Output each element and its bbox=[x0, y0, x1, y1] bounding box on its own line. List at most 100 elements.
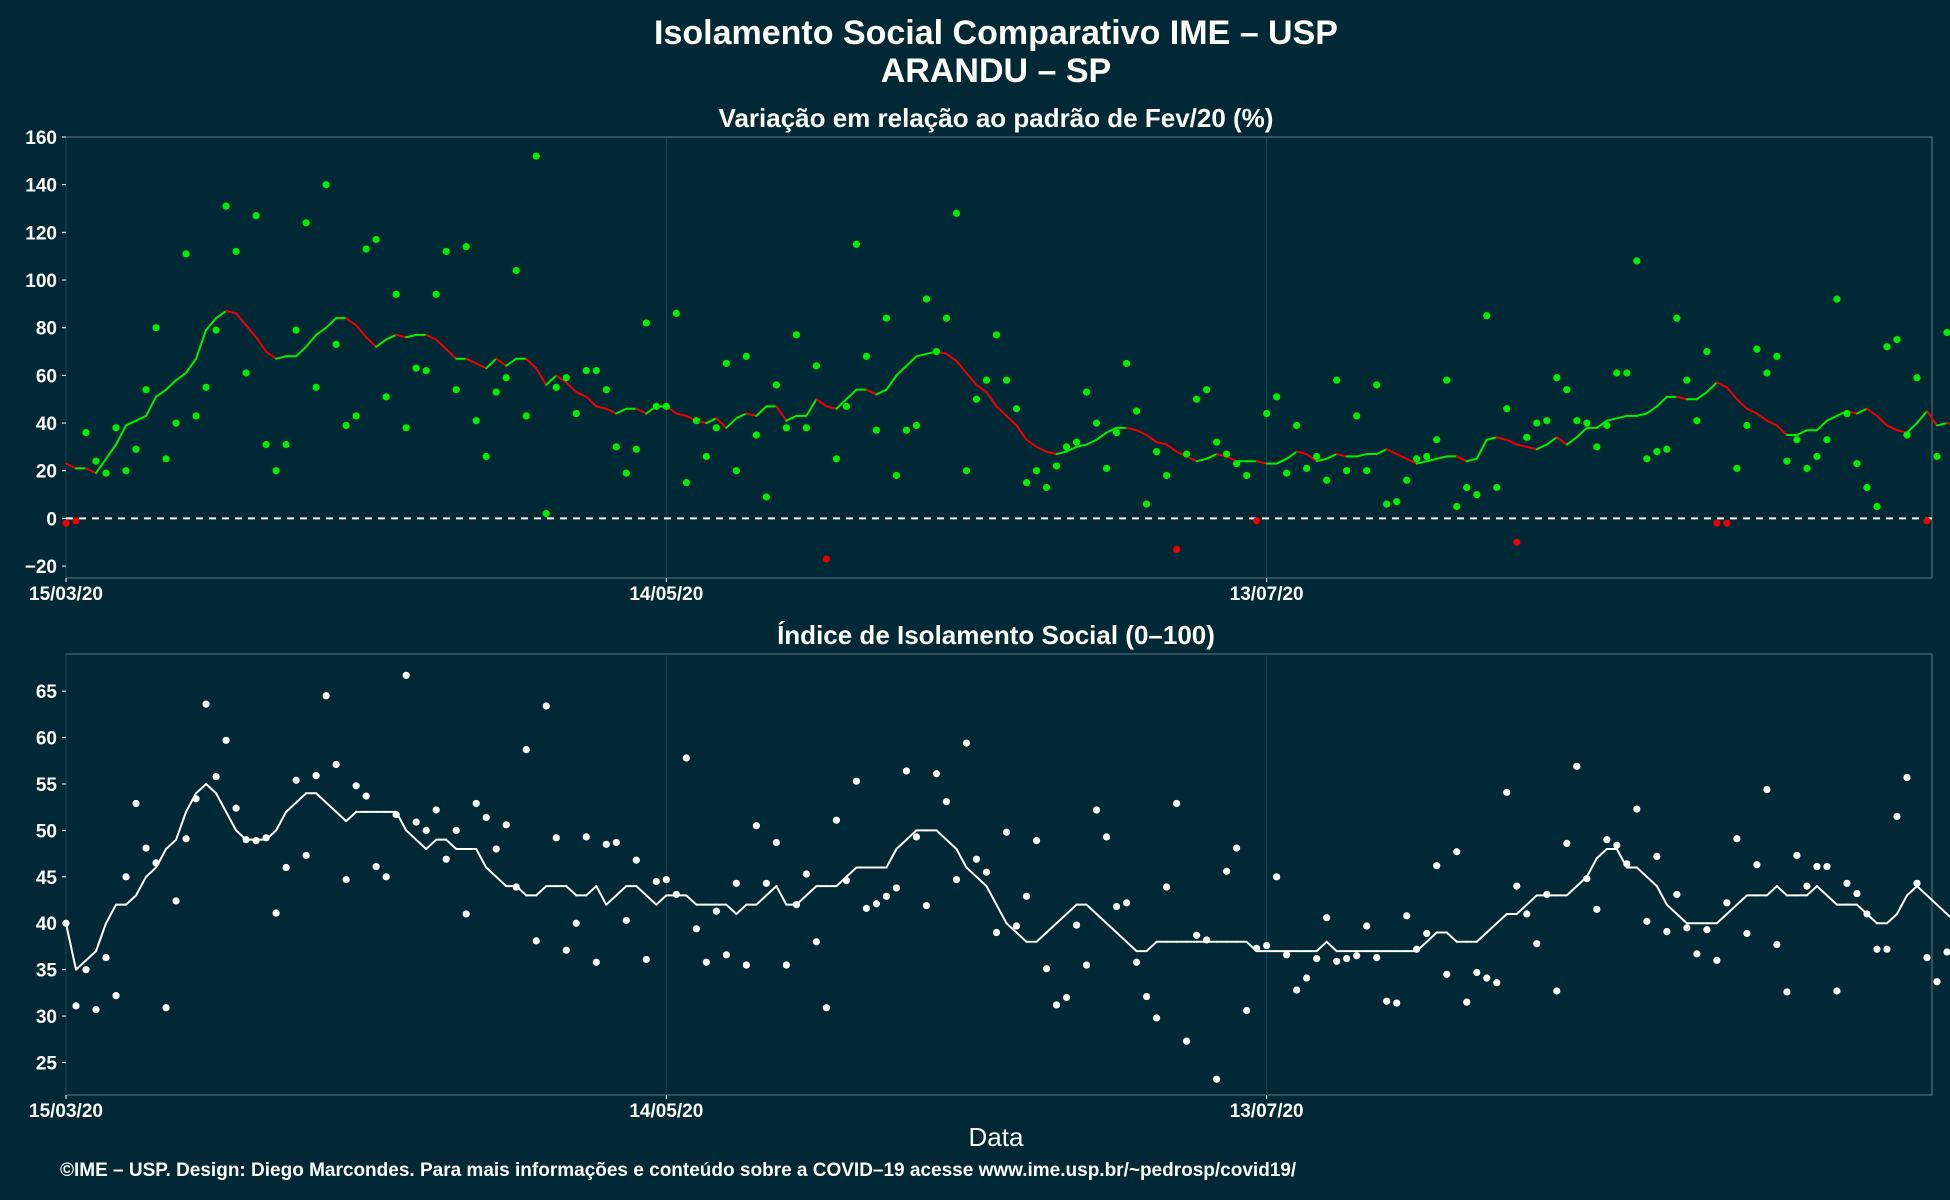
variation-daily-point bbox=[1152, 448, 1161, 456]
index-daily-point bbox=[772, 838, 780, 847]
index-daily-point bbox=[1213, 1075, 1221, 1083]
index-average-segment bbox=[985, 885, 998, 906]
variation-daily-point bbox=[1533, 419, 1541, 427]
index-average-line bbox=[65, 782, 1950, 971]
index-daily-point bbox=[542, 702, 550, 710]
variation-daily-point bbox=[72, 517, 80, 525]
variation-y-tick-label: 20 bbox=[36, 462, 57, 483]
index-daily-points bbox=[62, 671, 1950, 1083]
variation-daily-point bbox=[1523, 433, 1531, 441]
index-average-segment bbox=[1635, 866, 1648, 878]
index-daily-point bbox=[1753, 861, 1761, 869]
index-daily-point bbox=[692, 925, 700, 933]
index-average-segment bbox=[1765, 885, 1778, 897]
variation-average-segment bbox=[135, 414, 148, 422]
variation-daily-point bbox=[1783, 457, 1791, 465]
index-daily-point bbox=[1663, 927, 1671, 936]
variation-daily-point bbox=[1132, 407, 1141, 415]
index-daily-point bbox=[1203, 936, 1211, 944]
index-daily-point bbox=[1383, 997, 1391, 1005]
index-daily-point bbox=[1112, 902, 1121, 911]
variation-daily-point bbox=[1563, 386, 1571, 394]
index-average-segment bbox=[1005, 922, 1018, 934]
index-daily-point bbox=[662, 876, 670, 884]
variation-daily-point bbox=[732, 467, 740, 475]
index-average-segment bbox=[1915, 885, 1928, 897]
index-daily-point bbox=[1092, 806, 1101, 814]
variation-daily-point bbox=[452, 386, 460, 394]
index-daily-point bbox=[162, 1004, 170, 1012]
variation-daily-point bbox=[932, 347, 941, 356]
index-daily-point bbox=[442, 855, 450, 863]
variation-daily-point bbox=[202, 383, 210, 391]
index-daily-point bbox=[1323, 914, 1331, 922]
index-daily-point bbox=[402, 671, 410, 679]
index-daily-point bbox=[1353, 952, 1361, 960]
variation-average-segment bbox=[1545, 436, 1558, 446]
index-daily-point bbox=[1162, 883, 1171, 891]
index-average-segment bbox=[1675, 912, 1688, 925]
variation-daily-point bbox=[1803, 464, 1811, 472]
variation-y-tick-label: 80 bbox=[36, 319, 57, 340]
index-average-segment bbox=[955, 847, 968, 869]
variation-average-segment bbox=[1555, 436, 1568, 446]
footer-caption: ©IME – USP. Design: Diego Marcondes. Par… bbox=[60, 1160, 1297, 1181]
panel2-title: Índice de Isolamento Social (0–100) bbox=[777, 620, 1215, 650]
index-daily-point bbox=[1513, 882, 1521, 890]
variation-daily-point bbox=[442, 247, 450, 256]
variation-average-segment bbox=[1755, 412, 1768, 422]
variation-average-segment bbox=[305, 333, 318, 348]
variation-average-segment bbox=[445, 348, 458, 360]
variation-daily-point bbox=[472, 417, 480, 425]
variation-daily-point bbox=[92, 457, 100, 465]
index-average-segment bbox=[275, 810, 288, 832]
variation-daily-point bbox=[1022, 479, 1031, 487]
variation-daily-point bbox=[672, 309, 680, 317]
variation-average-segment bbox=[1565, 436, 1578, 446]
index-average-segment bbox=[605, 894, 618, 906]
index-daily-point bbox=[272, 909, 280, 917]
variation-average-segment bbox=[245, 324, 258, 339]
variation-average-segment bbox=[1105, 426, 1118, 434]
variation-daily-point bbox=[272, 467, 280, 475]
variation-average-segment bbox=[1385, 448, 1398, 456]
index-daily-point bbox=[812, 938, 821, 946]
index-daily-point bbox=[582, 833, 590, 841]
index-daily-point bbox=[1613, 841, 1621, 849]
variation-average-segment bbox=[1485, 436, 1498, 441]
variation-average-segment bbox=[125, 419, 138, 427]
variation-average-segment bbox=[675, 412, 688, 417]
variation-daily-point bbox=[1032, 467, 1041, 475]
variation-daily-point bbox=[1012, 405, 1021, 413]
variation-average-segment bbox=[1885, 424, 1898, 432]
index-daily-point bbox=[932, 770, 941, 778]
variation-average-segment bbox=[1795, 429, 1808, 436]
variation-daily-point bbox=[752, 431, 760, 439]
variation-daily-point bbox=[552, 383, 560, 391]
variation-daily-point bbox=[1613, 369, 1621, 377]
index-average-segment bbox=[75, 959, 88, 971]
index-daily-point bbox=[1883, 945, 1891, 953]
index-average-segment bbox=[315, 792, 328, 804]
index-daily-point bbox=[352, 782, 360, 790]
variation-daily-point bbox=[372, 235, 380, 244]
variation-daily-point bbox=[1072, 438, 1081, 446]
variation-average-segment bbox=[835, 398, 848, 410]
variation-average-segment bbox=[1305, 453, 1318, 463]
index-average-segment bbox=[895, 838, 908, 850]
variation-average-segment bbox=[1125, 426, 1138, 432]
variation-average-segment bbox=[1735, 398, 1748, 410]
index-daily-point bbox=[1743, 929, 1751, 938]
index-average-segment bbox=[1445, 931, 1458, 943]
variation-daily-point bbox=[1092, 419, 1101, 427]
index-daily-point bbox=[322, 692, 330, 700]
variation-average-segment bbox=[965, 371, 978, 386]
variation-y-tick-label: 160 bbox=[25, 128, 57, 149]
index-daily-point bbox=[232, 804, 240, 812]
index-daily-point bbox=[592, 958, 600, 966]
index-daily-point bbox=[922, 902, 931, 910]
index-daily-point bbox=[172, 897, 180, 905]
index-average-segment bbox=[1655, 885, 1668, 906]
variation-average-segment bbox=[735, 412, 748, 420]
variation-average-segment bbox=[165, 379, 178, 391]
